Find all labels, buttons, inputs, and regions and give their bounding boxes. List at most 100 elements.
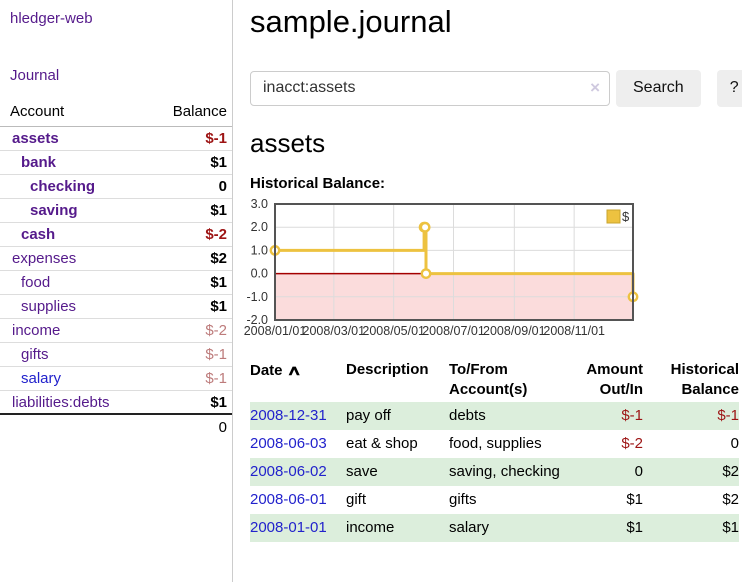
account-balance: $-1	[205, 130, 227, 147]
accounts-total-row: 0	[0, 415, 232, 436]
transaction-amount: $1	[626, 519, 643, 537]
transaction-balance: $2	[722, 463, 739, 481]
account-heading: assets	[250, 127, 326, 158]
transaction-description: gift	[346, 491, 367, 509]
transaction-accounts: debts	[449, 407, 486, 425]
sidebar-account-gifts[interactable]: gifts	[21, 346, 49, 363]
account-row: liabilities:debts $1	[0, 391, 232, 415]
column-header-description: Description	[346, 361, 429, 379]
sidebar-account-saving[interactable]: saving	[30, 202, 78, 219]
transaction-amount: $-2	[621, 435, 643, 453]
accounts-tree: Account Balance assets $-1 bank $1 checking 0…	[0, 100, 232, 436]
historical-balance-chart: $3.0 2.0 1.0 0.0 -1.0 -2.0 2008/01/01 2008/03/0…	[242, 196, 742, 340]
sidebar-account-salary[interactable]: salary	[21, 370, 62, 387]
sidebar-account-supplies[interactable]: supplies	[21, 298, 77, 315]
account-row: cash $-2	[0, 223, 232, 247]
help-button[interactable]: ?	[716, 69, 742, 107]
transaction-accounts: gifts	[449, 491, 477, 509]
sidebar-account-assets[interactable]: assets	[12, 130, 59, 147]
accounts-header-balance: Balance	[172, 103, 227, 120]
chart-title: Historical Balance:	[250, 175, 386, 193]
svg-text:2008/09/01: 2008/09/01	[483, 324, 546, 338]
transaction-description: save	[346, 463, 378, 481]
search-input[interactable]	[250, 70, 610, 106]
register-table: Date ∧ Description To/From Account(s) Amo…	[250, 358, 739, 543]
transaction-amount: $-1	[621, 407, 643, 425]
register-row: 2008-12-31 pay off debts $-1 $-1	[250, 402, 739, 431]
register-header-row: Date ∧ Description To/From Account(s) Amo…	[250, 358, 739, 402]
sidebar-account-expenses[interactable]: expenses	[12, 250, 77, 267]
transaction-balance: $2	[722, 491, 739, 509]
svg-text:2008/05/01: 2008/05/01	[362, 324, 425, 338]
register-row: 2008-06-03 eat & shop food, supplies $-2 0	[250, 430, 739, 458]
sidebar-account-bank[interactable]: bank	[21, 154, 57, 171]
transaction-balance: 0	[730, 435, 739, 453]
sidebar-account-checking[interactable]: checking	[30, 178, 96, 195]
svg-text:-2.0: -2.0	[246, 313, 268, 327]
svg-text:3.0: 3.0	[251, 197, 268, 211]
register-row: 2008-01-01 income salary $1 $1	[250, 514, 739, 543]
account-balance: $-1	[205, 346, 227, 363]
svg-text:2008/11/01: 2008/11/01	[543, 324, 605, 338]
app-brand-link[interactable]: hledger-web	[10, 10, 93, 27]
transaction-amount: $1	[626, 491, 643, 509]
sidebar: hledger-web Journal Account Balance asse…	[0, 0, 233, 582]
svg-text:2.0: 2.0	[251, 220, 268, 234]
sidebar-account-food[interactable]: food	[21, 274, 51, 291]
account-row: expenses $2	[0, 247, 232, 271]
column-header-date[interactable]: Date ∧	[250, 362, 302, 380]
account-row: supplies $1	[0, 295, 232, 319]
sort-ascending-icon: ∧	[285, 362, 302, 379]
account-balance: $1	[210, 154, 227, 171]
clear-search-icon[interactable]: ×	[590, 77, 600, 97]
transaction-accounts: saving, checking	[449, 463, 560, 481]
transaction-description: income	[346, 519, 395, 537]
accounts-header-account: Account	[10, 103, 65, 120]
transaction-accounts: salary	[449, 519, 490, 537]
transaction-balance: $1	[722, 519, 739, 537]
account-row: checking 0	[0, 175, 232, 199]
column-header-amount: Amount Out/In	[586, 361, 643, 399]
transaction-date-link[interactable]: 2008-01-01	[250, 519, 327, 537]
column-header-balance: Historical Balance	[670, 361, 739, 399]
accounts-header: Account Balance	[0, 100, 232, 127]
account-row: food $1	[0, 271, 232, 295]
sidebar-account-income[interactable]: income	[12, 322, 61, 339]
account-balance: $1	[210, 298, 227, 315]
transaction-date-link[interactable]: 2008-06-01	[250, 491, 327, 509]
sidebar-item-journal[interactable]: Journal	[10, 67, 60, 84]
search-button[interactable]: Search	[616, 69, 701, 107]
svg-text:-1.0: -1.0	[246, 290, 268, 304]
column-header-accounts: To/From Account(s)	[449, 361, 528, 399]
account-balance: $2	[210, 250, 227, 267]
svg-text:2008/07/01: 2008/07/01	[422, 324, 485, 338]
transaction-date-link[interactable]: 2008-12-31	[250, 407, 327, 425]
account-rows: assets $-1 bank $1 checking 0 saving $1 cash $-2 e…	[0, 127, 232, 415]
register-row: 2008-06-02 save saving, checking 0 $2	[250, 458, 739, 487]
account-row: gifts $-1	[0, 343, 232, 367]
svg-text:0.0: 0.0	[251, 267, 268, 281]
account-row: income $-2	[0, 319, 232, 343]
transaction-accounts: food, supplies	[449, 435, 542, 453]
main-content: sample.journal × Search ? assets Histori…	[234, 0, 742, 582]
account-balance: $1	[210, 202, 227, 219]
account-balance: $-1	[205, 370, 227, 387]
transaction-date-link[interactable]: 2008-06-03	[250, 435, 327, 453]
transaction-amount: 0	[634, 463, 643, 481]
account-row: assets $-1	[0, 127, 232, 151]
account-row: salary $-1	[0, 367, 232, 391]
account-row: bank $1	[0, 151, 232, 175]
transaction-description: eat & shop	[346, 435, 418, 453]
account-balance: $-2	[205, 226, 227, 243]
account-balance: 0	[218, 178, 227, 195]
transaction-date-link[interactable]: 2008-06-02	[250, 463, 327, 481]
accounts-total-value: 0	[218, 419, 227, 436]
account-balance: $1	[210, 393, 227, 411]
svg-text:2008/03/01: 2008/03/01	[303, 324, 366, 338]
page-title: sample.journal	[250, 4, 452, 39]
account-balance: $1	[210, 274, 227, 291]
account-row: saving $1	[0, 199, 232, 223]
sidebar-account-cash[interactable]: cash	[21, 226, 56, 243]
sidebar-account-liabilities-debts[interactable]: liabilities:debts	[12, 393, 110, 411]
chart-canvas: $3.0 2.0 1.0 0.0 -1.0 -2.02008/01/012008/03/0…	[244, 197, 639, 338]
